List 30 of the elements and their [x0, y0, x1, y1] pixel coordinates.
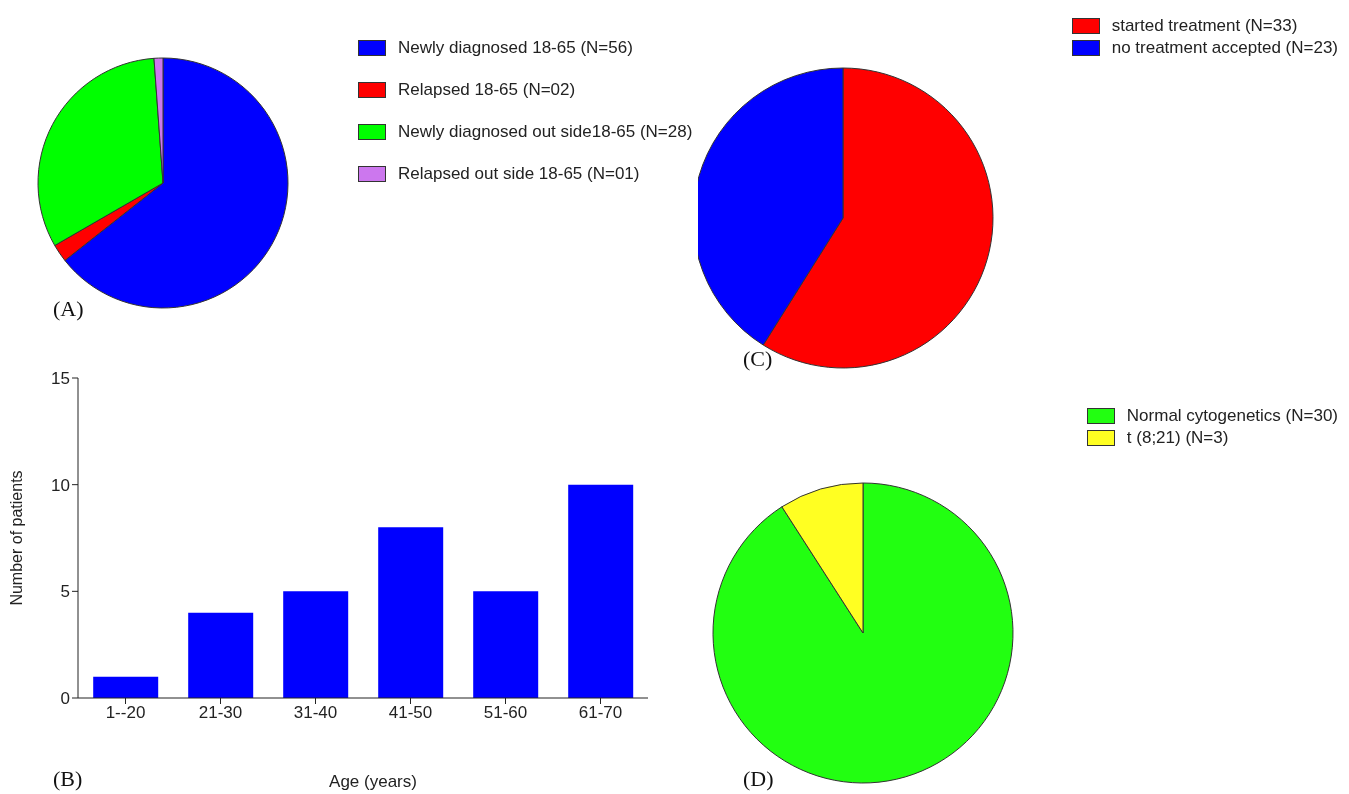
x-tick-label: 51-60 — [483, 703, 528, 723]
legend-label: t (8;21) (N=3) — [1126, 428, 1229, 448]
bar — [568, 484, 634, 698]
x-tick-label: 41-50 — [388, 703, 433, 723]
bar — [283, 591, 349, 698]
y-tick-label: 10 — [51, 475, 70, 495]
text: (B) — [53, 766, 83, 792]
bar — [93, 676, 159, 698]
text: (D) — [743, 766, 774, 792]
legend-label: Newly diagnosed 18-65 (N=56) — [398, 38, 633, 58]
y-tick-label: 15 — [51, 369, 70, 389]
x-tick-label: 31-40 — [293, 703, 338, 723]
bar — [473, 591, 539, 698]
text: (C) — [743, 346, 773, 372]
legend-label: started treatment (N=33) — [1111, 16, 1298, 36]
text: (A) — [53, 296, 84, 322]
legend-label: Normal cytogenetics (N=30) — [1126, 406, 1338, 426]
bar — [378, 527, 444, 698]
legend-label: Newly diagnosed out side18-65 (N=28) — [398, 122, 693, 142]
y-tick-label: 0 — [60, 689, 70, 709]
x-tick-label: 1--20 — [105, 703, 146, 723]
legend-label: Relapsed out side 18-65 (N=01) — [398, 164, 640, 184]
x-tick-label: 21-30 — [198, 703, 243, 723]
bar — [188, 612, 254, 698]
y-tick-label: 5 — [60, 582, 70, 602]
legend-label: Relapsed 18-65 (N=02) — [398, 80, 576, 100]
y-axis-title: Number of patients — [7, 470, 25, 606]
legend-label: no treatment accepted (N=23) — [1111, 38, 1338, 58]
x-axis-title: Age (years) — [329, 772, 417, 791]
x-tick-label: 61-70 — [578, 703, 623, 723]
